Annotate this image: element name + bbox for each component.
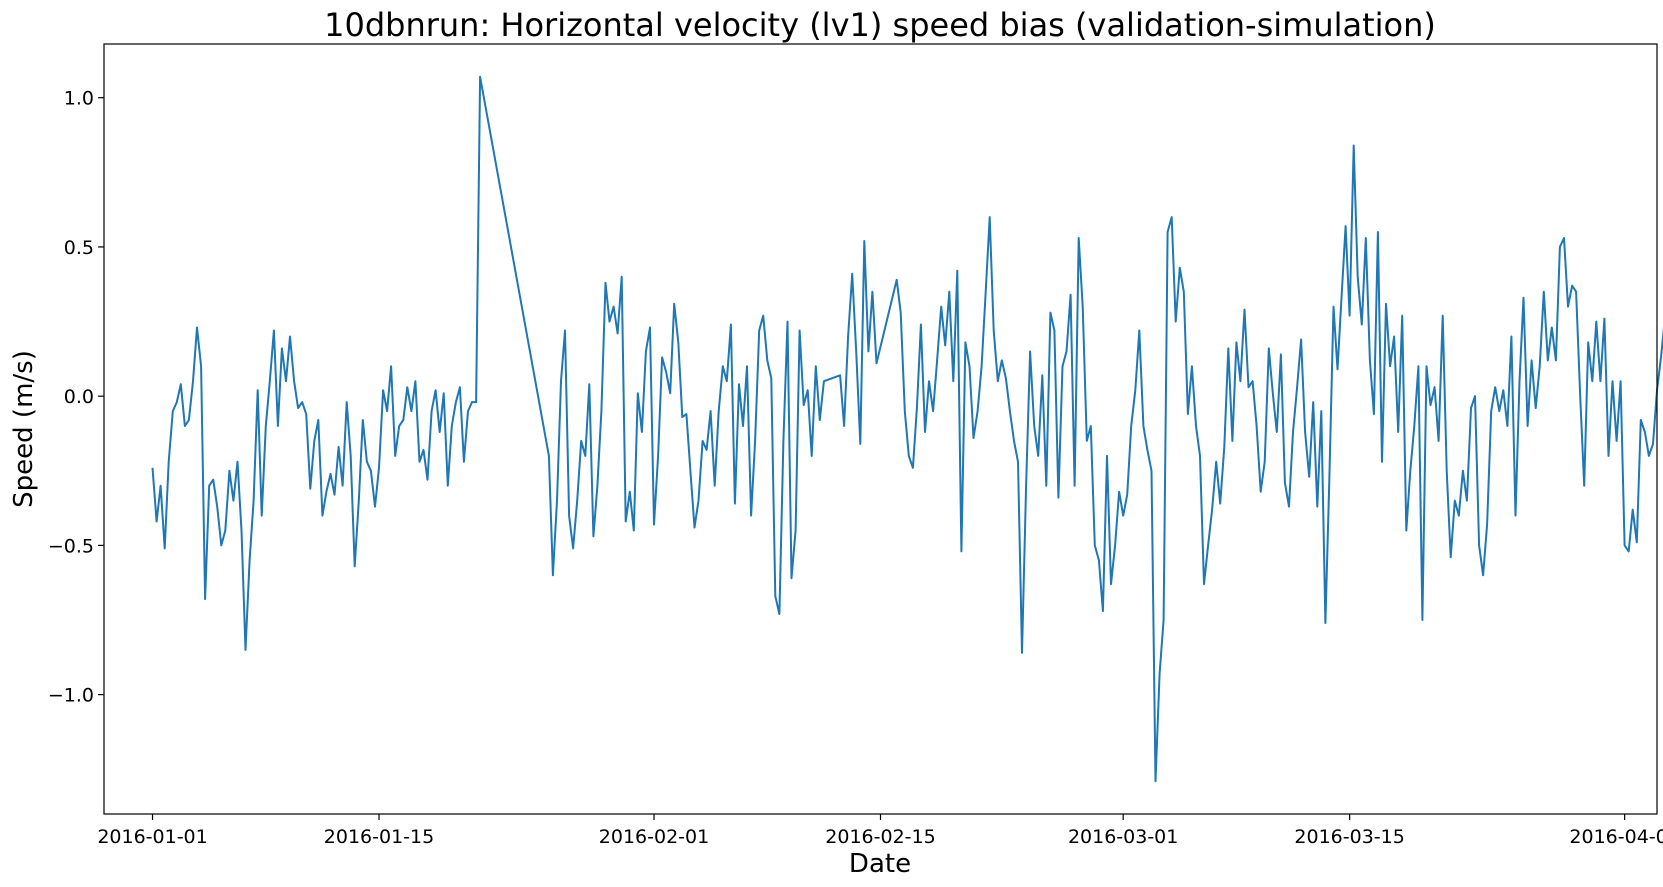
y-tick-label: 1.0 [64, 88, 94, 110]
chart-title: 10dbnrun: Horizontal velocity (lv1) spee… [324, 6, 1436, 44]
x-axis: 2016-01-01 2016-01-15 2016-02-01 2016-02-15… [97, 814, 1663, 848]
y-axis: 1.0 0.5 0.0 −0.5 −1.0 [48, 88, 104, 707]
y-tick-label: −1.0 [48, 685, 94, 707]
x-tick-label: 2016-03-15 [1294, 826, 1404, 848]
x-tick-label: 2016-03-01 [1068, 826, 1178, 848]
plot-frame [103, 43, 1658, 815]
x-tick-label: 2016-02-01 [599, 826, 709, 848]
y-tick-label: 0.0 [64, 386, 94, 408]
y-axis-label: Speed (m/s) [9, 350, 39, 508]
series-line [151, 75, 1663, 783]
plot-area [151, 75, 1663, 783]
y-tick-label: 0.5 [64, 237, 94, 259]
x-tick-label: 2016-02-15 [825, 826, 935, 848]
y-tick-label: −0.5 [48, 535, 94, 557]
x-tick-label: 2016-01-15 [324, 826, 434, 848]
x-axis-label: Date [849, 849, 911, 879]
x-tick-label: 2016-01-01 [97, 826, 207, 848]
x-tick-label: 2016-04-01 [1569, 826, 1663, 848]
